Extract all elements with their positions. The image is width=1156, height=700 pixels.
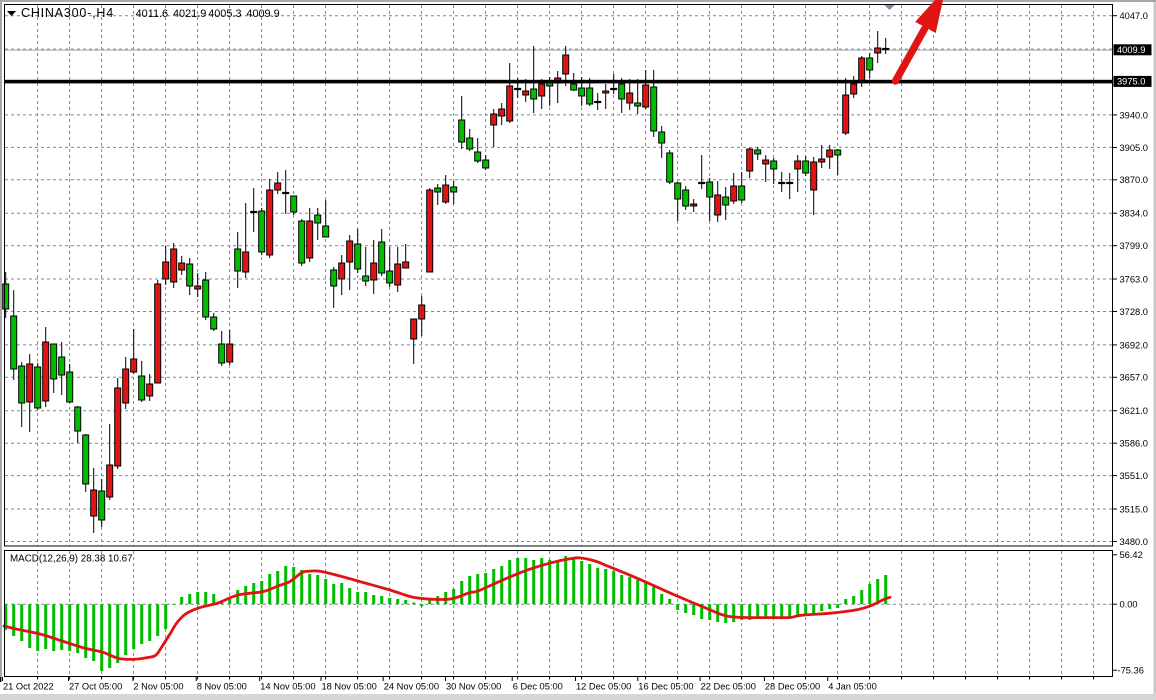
- svg-text:4009.9: 4009.9: [1117, 45, 1145, 55]
- svg-text:3763.0: 3763.0: [1120, 274, 1148, 284]
- svg-text:3586.0: 3586.0: [1120, 439, 1148, 449]
- svg-text:56.42: 56.42: [1120, 550, 1143, 560]
- svg-text:16 Dec 05:00: 16 Dec 05:00: [638, 682, 693, 692]
- svg-text:3975.0: 3975.0: [1117, 76, 1145, 86]
- svg-text:30 Nov 05:00: 30 Nov 05:00: [446, 682, 501, 692]
- svg-text:3621.0: 3621.0: [1120, 406, 1148, 416]
- svg-text:3834.0: 3834.0: [1120, 209, 1148, 219]
- svg-text:0.00: 0.00: [1120, 600, 1138, 610]
- svg-text:2 Nov 05:00: 2 Nov 05:00: [133, 682, 183, 692]
- svg-text:3799.0: 3799.0: [1120, 241, 1148, 251]
- svg-text:21 Oct 2022: 21 Oct 2022: [3, 682, 54, 692]
- svg-text:4011.6: 4011.6: [136, 8, 169, 20]
- svg-text:8 Nov 05:00: 8 Nov 05:00: [197, 682, 247, 692]
- svg-text:3551.0: 3551.0: [1120, 471, 1148, 481]
- svg-text:6 Dec 05:00: 6 Dec 05:00: [513, 682, 563, 692]
- svg-text:24 Nov 05:00: 24 Nov 05:00: [384, 682, 439, 692]
- svg-text:MACD(12,26,9) 28.38 10.67: MACD(12,26,9) 28.38 10.67: [10, 554, 133, 565]
- svg-text:4047.0: 4047.0: [1120, 11, 1148, 21]
- svg-text:3870.0: 3870.0: [1120, 175, 1148, 185]
- svg-text:3515.0: 3515.0: [1120, 504, 1148, 514]
- svg-text:14 Nov 05:00: 14 Nov 05:00: [260, 682, 315, 692]
- svg-text:CHINA300-,H4: CHINA300-,H4: [21, 6, 114, 20]
- svg-text:3905.0: 3905.0: [1120, 143, 1148, 153]
- svg-text:3728.0: 3728.0: [1120, 307, 1148, 317]
- svg-text:3657.0: 3657.0: [1120, 373, 1148, 383]
- svg-text:4021.9: 4021.9: [173, 8, 206, 20]
- svg-text:3480.0: 3480.0: [1120, 537, 1148, 547]
- svg-text:12 Dec 05:00: 12 Dec 05:00: [576, 682, 631, 692]
- svg-text:27 Oct 05:00: 27 Oct 05:00: [69, 682, 122, 692]
- svg-text:3940.0: 3940.0: [1120, 110, 1148, 120]
- svg-text:4005.3: 4005.3: [208, 8, 241, 20]
- svg-text:4 Jan 05:00: 4 Jan 05:00: [828, 682, 877, 692]
- svg-text:28 Dec 05:00: 28 Dec 05:00: [765, 682, 820, 692]
- svg-text:3692.0: 3692.0: [1120, 340, 1148, 350]
- svg-text:18 Nov 05:00: 18 Nov 05:00: [322, 682, 377, 692]
- svg-text:4009.9: 4009.9: [246, 8, 279, 20]
- svg-text:22 Dec 05:00: 22 Dec 05:00: [701, 682, 756, 692]
- svg-text:-75.36: -75.36: [1118, 666, 1144, 676]
